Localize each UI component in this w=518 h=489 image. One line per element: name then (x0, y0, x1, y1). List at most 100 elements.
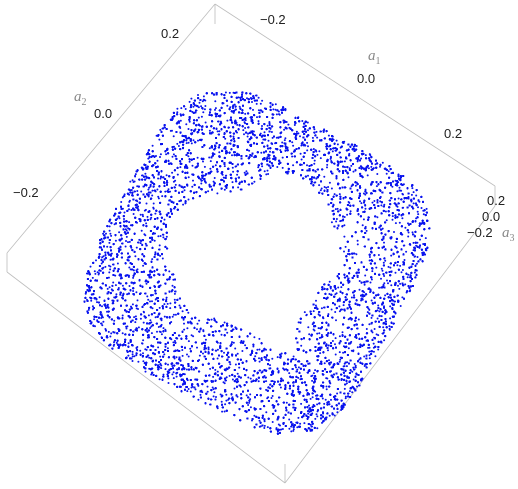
data-point (167, 377, 170, 380)
data-point (162, 236, 165, 239)
data-point (327, 186, 330, 188)
data-point (172, 341, 175, 344)
data-point (297, 132, 300, 135)
data-point (344, 166, 346, 169)
data-point (363, 365, 366, 367)
data-point (350, 164, 353, 167)
data-point (388, 328, 391, 331)
data-point (256, 116, 258, 119)
data-point (202, 352, 204, 355)
data-point (371, 201, 374, 204)
data-point (142, 264, 145, 267)
data-point (130, 209, 133, 211)
data-point (267, 173, 270, 175)
data-point (385, 172, 388, 175)
data-point (176, 142, 179, 145)
data-point (359, 200, 361, 203)
data-point (196, 328, 198, 331)
data-point (157, 177, 160, 180)
data-point (210, 318, 213, 321)
data-point (279, 149, 282, 152)
data-point (234, 347, 237, 350)
data-point (94, 325, 96, 328)
data-point (253, 156, 256, 159)
data-point (94, 272, 97, 275)
data-point (114, 239, 117, 242)
data-point (376, 216, 379, 219)
data-point (265, 348, 267, 351)
data-point (167, 382, 170, 384)
data-point (190, 97, 193, 100)
data-point (307, 174, 309, 177)
box-edge (214, 3, 496, 187)
data-point (395, 246, 398, 249)
data-point (172, 313, 175, 316)
data-point (377, 348, 380, 351)
data-point (134, 315, 137, 318)
data-point (127, 342, 130, 345)
data-point (376, 317, 379, 320)
data-point (147, 314, 150, 317)
data-point (313, 159, 316, 162)
data-point (96, 271, 99, 274)
data-point (258, 357, 260, 360)
data-point (379, 200, 382, 203)
data-point (394, 271, 397, 274)
data-point (164, 190, 167, 193)
data-point (321, 421, 323, 424)
data-point (209, 367, 212, 370)
data-point (269, 383, 272, 386)
data-point (341, 331, 344, 334)
data-point (128, 199, 131, 202)
data-point (212, 180, 215, 183)
data-point (169, 307, 172, 310)
data-point (147, 188, 150, 191)
data-point (260, 151, 263, 154)
data-point (327, 313, 330, 316)
data-point (403, 244, 406, 247)
data-point (353, 363, 356, 365)
data-point (137, 205, 140, 208)
data-point (368, 153, 371, 156)
data-point (121, 332, 124, 335)
data-point (372, 350, 375, 353)
data-point (368, 256, 371, 258)
data-point (204, 338, 207, 341)
data-point (300, 158, 303, 161)
data-point (316, 427, 319, 430)
data-point (215, 349, 218, 352)
data-point (257, 166, 260, 169)
data-point (171, 284, 174, 287)
data-point (311, 374, 314, 377)
data-point (172, 135, 175, 138)
data-point (154, 251, 157, 254)
data-point (108, 264, 110, 267)
data-point (396, 264, 399, 267)
data-point (297, 366, 300, 369)
data-point (226, 104, 229, 107)
data-point (228, 374, 231, 377)
data-point (190, 334, 193, 337)
data-point (327, 134, 330, 137)
data-point (186, 353, 188, 356)
data-point (257, 96, 260, 99)
data-point (187, 340, 190, 343)
data-point (265, 388, 268, 391)
data-point (108, 225, 111, 228)
data-point (142, 352, 144, 355)
data-point (173, 292, 176, 295)
data-point (408, 290, 411, 293)
data-point (257, 109, 260, 112)
data-point (281, 156, 284, 159)
data-point (330, 398, 332, 401)
data-point (265, 173, 268, 176)
data-point (145, 282, 148, 285)
data-point (300, 402, 303, 405)
data-point (335, 139, 338, 142)
data-point (422, 213, 425, 216)
data-point (327, 349, 329, 352)
data-point (108, 229, 111, 232)
data-point (244, 112, 247, 115)
data-point (145, 202, 148, 205)
data-point (163, 303, 166, 306)
